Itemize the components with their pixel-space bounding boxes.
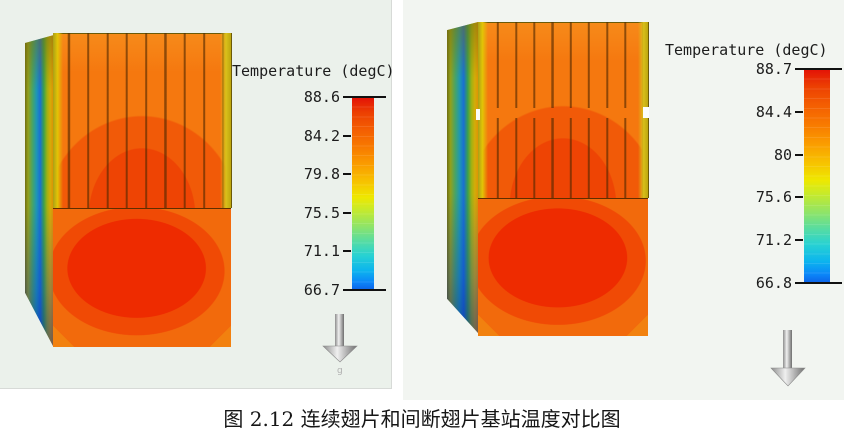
heatsink-side-face xyxy=(25,35,53,346)
tick-mark xyxy=(795,110,803,113)
tick-label: 80 xyxy=(773,145,792,164)
heatsink-continuous-fins xyxy=(25,33,232,347)
tick-mark xyxy=(795,239,803,242)
tick-mark xyxy=(343,211,351,214)
colorbar: 88.6 84.2 79.8 75.5 71.1 66.7 xyxy=(304,88,386,299)
legend-title: Temperature (degC) xyxy=(232,62,395,80)
tick-label: 75.5 xyxy=(303,203,340,222)
tick-label: 84.4 xyxy=(755,102,792,121)
tick-mark xyxy=(343,134,351,137)
heatsink-fin-lines-upper xyxy=(478,22,648,108)
heatsink-interrupted-fins xyxy=(447,22,649,336)
tick-mark xyxy=(343,96,386,98)
figure-caption: 图 2.12 连续翅片和间断翅片基站温度对比图 xyxy=(223,407,621,431)
tick-label: 79.8 xyxy=(303,165,340,184)
tick-label: 84.2 xyxy=(303,126,340,145)
heatsink-left-edge-strip xyxy=(53,33,63,208)
gravity-arrow-icon xyxy=(322,314,358,363)
gravity-label: g xyxy=(337,366,343,376)
tick-label: 66.8 xyxy=(755,274,792,292)
tick-label: 75.6 xyxy=(755,188,792,207)
tick-mark xyxy=(343,173,351,176)
tick-label: 88.6 xyxy=(303,88,340,106)
heatsink-base-plate xyxy=(478,198,648,336)
legend-title: Temperature (degC) xyxy=(665,41,828,59)
panel-continuous-fins: Temperature (degC) 88.6 84.2 79.8 75.5 7… xyxy=(0,0,395,389)
fin-gap-notch-right xyxy=(643,107,649,118)
fin-gap-notch-left xyxy=(476,109,480,120)
gravity-arrow-icon xyxy=(770,330,806,387)
tick-mark xyxy=(795,282,842,284)
colorbar: 88.7 84.4 80 75.6 71.2 66.8 xyxy=(756,60,842,292)
heatsink-side-face xyxy=(447,22,478,333)
tick-mark xyxy=(343,250,351,253)
tick-label: 71.2 xyxy=(755,231,792,250)
heatsink-fin-lines xyxy=(53,33,231,209)
panel-interrupted-fins: Temperature (degC) 88.7 84.4 80 75.6 71.… xyxy=(403,0,844,400)
tick-mark xyxy=(795,153,803,156)
heatsink-base-plate xyxy=(53,208,231,347)
tick-label: 71.1 xyxy=(303,242,340,261)
heatsink-left-edge-strip xyxy=(478,22,488,198)
tick-mark xyxy=(795,68,842,70)
tick-mark xyxy=(795,196,803,199)
tick-label: 66.7 xyxy=(303,281,340,299)
tick-label: 88.7 xyxy=(755,60,792,78)
tick-mark xyxy=(343,289,386,291)
heatsink-fin-lines-lower xyxy=(478,118,648,198)
heatsink-right-edge-strip xyxy=(220,33,232,208)
